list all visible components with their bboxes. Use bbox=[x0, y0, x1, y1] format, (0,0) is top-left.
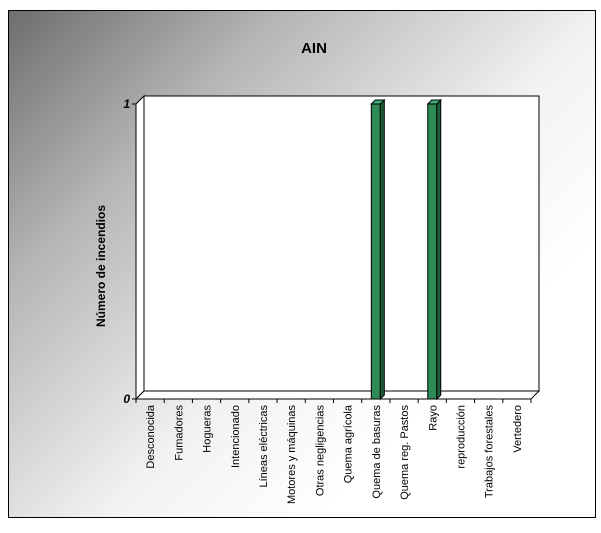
y-tick-label: 1 bbox=[123, 97, 130, 111]
x-tick-label: Intencionado bbox=[230, 405, 242, 468]
bar bbox=[370, 98, 386, 401]
x-axis-ticks: Desconocida Fumadores Hogueras Intencionado… bbox=[135, 399, 532, 505]
y-axis-label: Número de incendios bbox=[94, 205, 108, 327]
x-tick-label: Fumadores bbox=[173, 405, 185, 461]
plot-walls bbox=[134, 94, 541, 401]
x-tick-label: reproducción bbox=[455, 405, 467, 469]
x-tick-label: Otras negligencias bbox=[314, 405, 326, 497]
x-tick-label: Hogueras bbox=[202, 405, 214, 453]
y-axis-ticks: 01 bbox=[123, 97, 136, 406]
x-tick-label: Quema agrícola bbox=[343, 404, 355, 483]
plot-side-wall bbox=[135, 94, 145, 401]
x-tick-label: Quema de basuras bbox=[371, 405, 383, 499]
chart-title: AIN bbox=[301, 40, 327, 57]
bar bbox=[426, 98, 442, 401]
x-tick-label: Quema reg. Pastos bbox=[399, 405, 411, 500]
y-tick-label: 0 bbox=[123, 392, 130, 406]
x-tick-label: Líneas eléctricas bbox=[258, 405, 270, 488]
x-tick-label: Rayo bbox=[427, 405, 439, 431]
bars bbox=[370, 98, 442, 401]
x-tick-label: Motores y máquinas bbox=[286, 405, 298, 505]
plot-back-wall bbox=[143, 95, 540, 392]
x-tick-label: Vertedero bbox=[512, 405, 524, 453]
plot-floor bbox=[134, 390, 541, 400]
x-tick-label: Trabajos forestales bbox=[484, 405, 496, 499]
chart-svg: AIN Número de incendios 01 Desconocida Fu… bbox=[94, 40, 541, 505]
x-tick-label: Desconocida bbox=[145, 404, 157, 468]
